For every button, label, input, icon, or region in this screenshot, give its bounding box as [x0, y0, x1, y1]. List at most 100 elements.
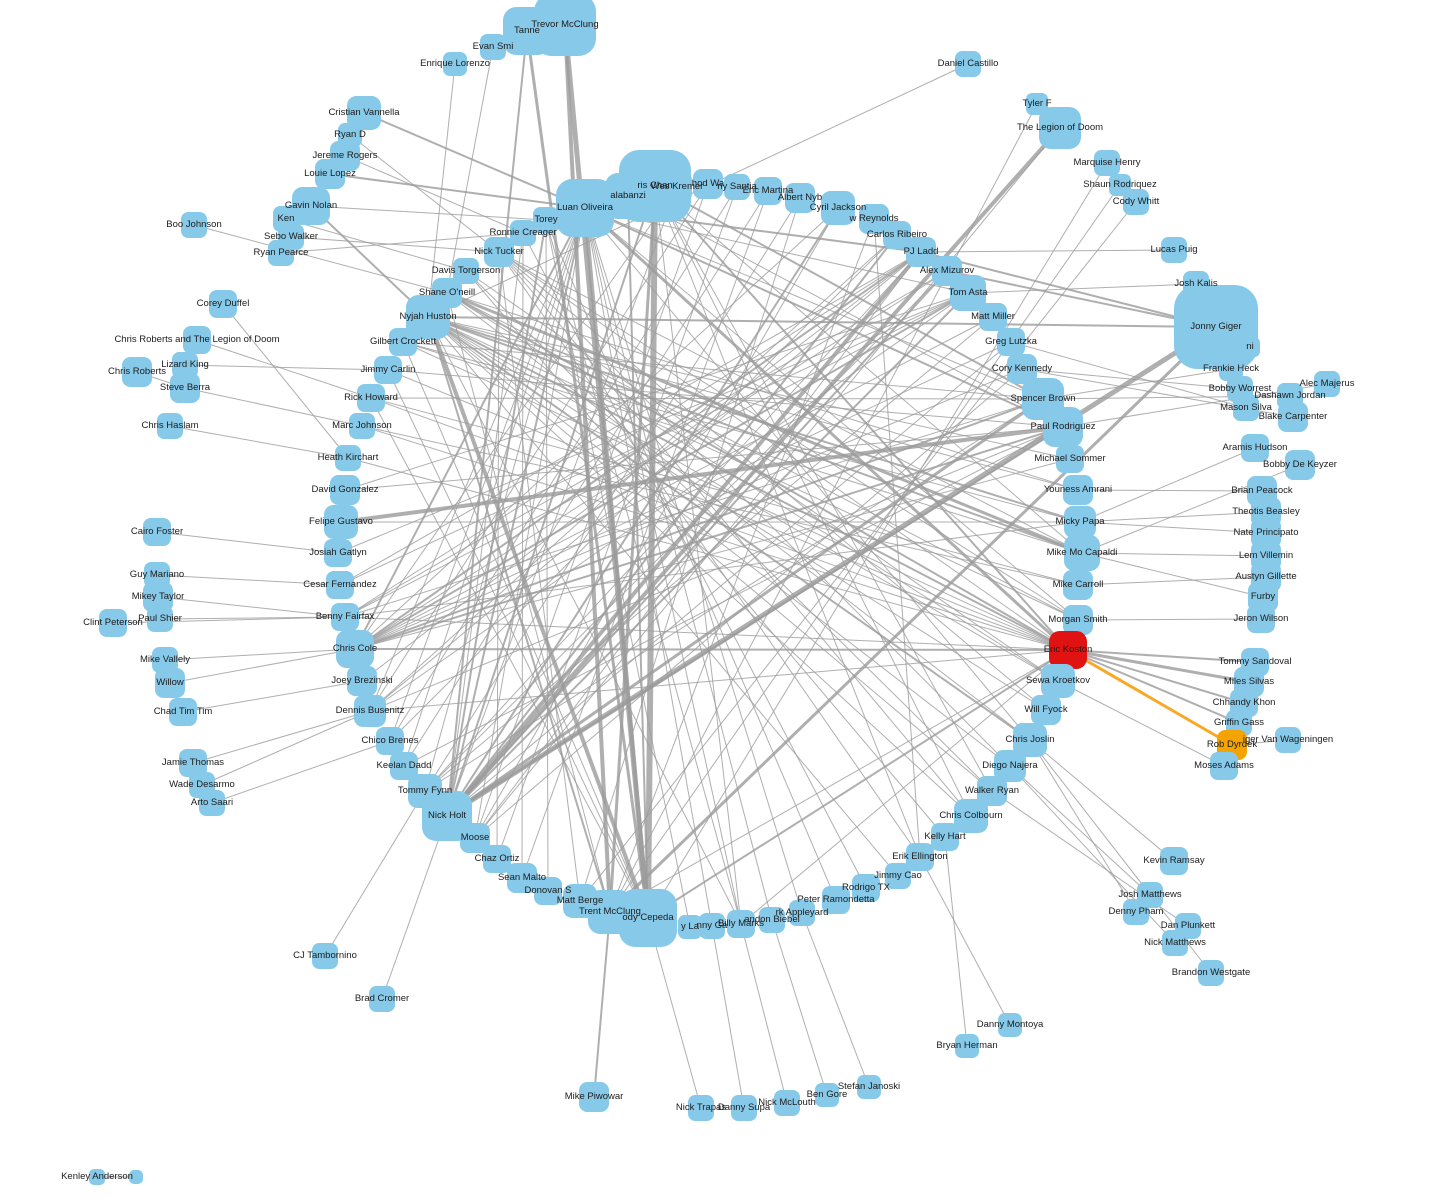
graph-node-van-wageningen[interactable]: [1275, 727, 1301, 753]
graph-node-denny-pham[interactable]: [1123, 899, 1149, 925]
graph-node-donovan-s[interactable]: [534, 877, 562, 905]
graph-node-mark-appleyard[interactable]: [789, 900, 815, 926]
graph-node-torey[interactable]: [533, 207, 559, 233]
graph-node-arto-saari[interactable]: [199, 790, 225, 816]
graph-node-billy-marks[interactable]: [727, 910, 755, 938]
graph-node-rick-howard[interactable]: [357, 384, 385, 412]
graph-node-chris-cole[interactable]: [336, 630, 374, 668]
graph-node-jimmy-cao[interactable]: [885, 863, 911, 889]
graph-node-jeron-wilson[interactable]: [1247, 605, 1275, 633]
graph-node-chris-roberts-legion[interactable]: [183, 326, 211, 354]
graph-node-nick-matthews[interactable]: [1162, 930, 1188, 956]
graph-node-tommy-fynn[interactable]: [408, 774, 442, 808]
graph-node-boo-johnson[interactable]: [181, 212, 207, 238]
graph-node-chad-tim-tim[interactable]: [169, 698, 197, 726]
graph-node-youness-amrani[interactable]: [1063, 475, 1093, 505]
graph-node-davis-torgerson[interactable]: [453, 258, 479, 284]
graph-node-hod-wa[interactable]: [693, 169, 723, 199]
graph-node-heath-kirchart[interactable]: [335, 445, 361, 471]
graph-node-cesar-fernandez[interactable]: [326, 571, 354, 599]
graph-node-brad-cromer[interactable]: [369, 986, 395, 1012]
graph-node-sean-malto[interactable]: [507, 863, 537, 893]
graph-node-legion-of-doom[interactable]: [1039, 107, 1081, 149]
graph-node-matt-berger[interactable]: [563, 884, 597, 918]
graph-node-blake-carpenter[interactable]: [1278, 402, 1308, 432]
graph-node-benny-fairfax[interactable]: [331, 603, 359, 631]
graph-node-rodrigo-tx[interactable]: [852, 874, 880, 902]
graph-node-brandon-westgate[interactable]: [1198, 960, 1224, 986]
graph-node-mason-silva[interactable]: [1233, 395, 1259, 421]
graph-node-aramis-hudson[interactable]: [1241, 434, 1269, 462]
graph-node-jimmy-carlin[interactable]: [374, 356, 402, 384]
graph-node-josiah-gatlyn[interactable]: [324, 539, 352, 567]
graph-node-ty-la[interactable]: [678, 915, 702, 939]
graph-node-louie-lopez[interactable]: [315, 159, 345, 189]
graph-node-eric-koston[interactable]: [1049, 631, 1087, 669]
graph-node-daniel-castillo[interactable]: [955, 51, 981, 77]
graph-node-matt-miller[interactable]: [979, 303, 1007, 331]
graph-node-dennis-busenitz[interactable]: [354, 695, 386, 727]
graph-node-mike-carroll[interactable]: [1063, 570, 1093, 600]
graph-node-marquise-henry[interactable]: [1094, 150, 1120, 176]
graph-node-cj-tambornino[interactable]: [312, 943, 338, 969]
graph-node-bobby-de-keyzer[interactable]: [1285, 450, 1315, 480]
graph-node-evan-smith[interactable]: [480, 34, 506, 60]
graph-node-paul-rodriguez[interactable]: [1043, 407, 1083, 447]
graph-node-clint-peterson[interactable]: [99, 609, 127, 637]
graph-node-peter-ramondetta[interactable]: [822, 886, 850, 914]
graph-node-david-gonzalez[interactable]: [330, 475, 360, 505]
graph-node-joey-brezinski[interactable]: [347, 666, 377, 696]
graph-node-luan-oliveira[interactable]: [556, 179, 614, 237]
graph-node-landon-biebel[interactable]: [759, 907, 785, 933]
graph-node-kenley-anderson[interactable]: [89, 1169, 105, 1185]
graph-node-micky-papa[interactable]: [1064, 506, 1096, 538]
graph-node-greg-lutzka[interactable]: [997, 328, 1025, 356]
graph-node-michael-sommer[interactable]: [1056, 445, 1084, 473]
graph-node-stefan-janoski[interactable]: [857, 1075, 881, 1099]
graph-node-ronnie-creager[interactable]: [510, 220, 536, 246]
graph-node-chris-haslam[interactable]: [157, 413, 183, 439]
graph-node-pj-ladd[interactable]: [906, 237, 936, 267]
graph-node-steve-berra[interactable]: [170, 373, 200, 403]
graph-node-kevin-ramsay[interactable]: [1160, 847, 1188, 875]
graph-node-cyril-jackson[interactable]: [821, 191, 855, 225]
graph-node-lucas-puig[interactable]: [1161, 237, 1187, 263]
graph-node-chris-colbourn[interactable]: [954, 799, 988, 833]
graph-node-sewa-kroetkov[interactable]: [1041, 664, 1075, 698]
graph-node-keelan-dadd[interactable]: [390, 752, 418, 780]
graph-node-mike-mo-capaldi[interactable]: [1064, 535, 1100, 571]
graph-node-marc-johnson[interactable]: [349, 413, 375, 439]
graph-node-paul-shier[interactable]: [147, 606, 173, 632]
graph-node-danny-ga[interactable]: [699, 913, 725, 939]
graph-node-will-fyock[interactable]: [1031, 695, 1061, 725]
graph-node-erik-ellington[interactable]: [906, 843, 934, 871]
graph-node-ryan-pearce[interactable]: [268, 240, 294, 266]
graph-node-nick-trapasso[interactable]: [688, 1095, 714, 1121]
graph-node-alec-majerus[interactable]: [1314, 371, 1340, 397]
graph-node-willow[interactable]: [155, 668, 185, 698]
graph-node-moses-adams[interactable]: [1210, 752, 1238, 780]
graph-node-ni[interactable]: [1240, 337, 1260, 357]
graph-node-danny-montoya[interactable]: [998, 1013, 1022, 1037]
graph-node-chris-roberts[interactable]: [122, 357, 152, 387]
graph-node-mike-piwowar[interactable]: [579, 1082, 609, 1112]
graph-node-chico-brenes[interactable]: [376, 727, 404, 755]
graph-node-danny-supa[interactable]: [731, 1095, 757, 1121]
graph-node-nick-mclouth[interactable]: [774, 1090, 800, 1116]
graph-node-enrique-lorenzo[interactable]: [443, 52, 467, 76]
graph-node-ny-santia[interactable]: [724, 174, 750, 200]
graph-node-cairo-foster[interactable]: [143, 518, 171, 546]
graph-node-nick-tucker[interactable]: [484, 237, 514, 267]
graph-node-bryan-herman[interactable]: [955, 1034, 979, 1058]
graph-node-cody-whitt[interactable]: [1123, 189, 1149, 215]
graph-node-trevor-mcclung[interactable]: [534, 0, 596, 56]
graph-node-ben-gore[interactable]: [815, 1083, 839, 1107]
graph-node-morgan-smith[interactable]: [1063, 605, 1093, 635]
graph-node-albert-nyb[interactable]: [785, 183, 815, 213]
graph-node-eric-martina[interactable]: [754, 177, 782, 205]
graph-node-kelly-hart[interactable]: [931, 823, 959, 851]
graph-node-kenley-anderson-2[interactable]: [129, 1170, 143, 1184]
graph-node-wes-kremer[interactable]: [662, 172, 692, 202]
graph-node-corey-duffel[interactable]: [209, 290, 237, 318]
graph-node-felipe-gustavo[interactable]: [324, 505, 358, 539]
